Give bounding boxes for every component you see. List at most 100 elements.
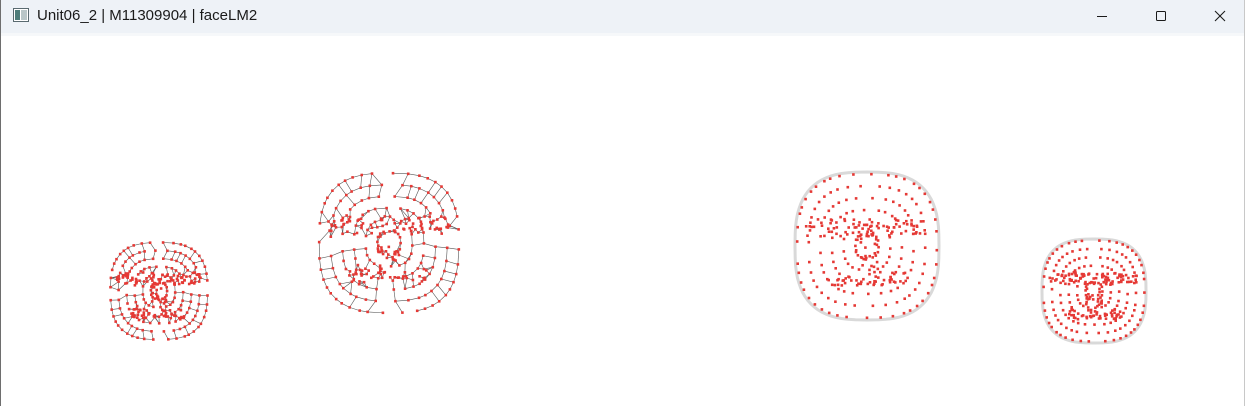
landmark-point [843, 217, 846, 221]
landmark-point [445, 246, 449, 250]
landmark-point [439, 227, 443, 230]
landmark-point [109, 298, 112, 302]
mesh-edge [394, 185, 403, 197]
landmark-point [190, 281, 193, 284]
landmark-point [845, 315, 848, 319]
landmark-point [356, 263, 360, 267]
landmark-point [1110, 268, 1113, 271]
landmark-point [857, 230, 861, 234]
landmark-point [153, 315, 157, 319]
landmark-point [342, 223, 345, 226]
landmark-point [333, 224, 337, 227]
landmark-point [842, 279, 845, 282]
landmark-point [1110, 313, 1114, 316]
landmark-point [424, 293, 427, 297]
landmark-point [1142, 277, 1146, 281]
landmark-point [368, 184, 372, 188]
landmark-point [879, 291, 883, 295]
landmark-point [348, 215, 352, 219]
landmark-point [828, 177, 832, 180]
landmark-point [1141, 311, 1144, 314]
close-button[interactable] [1191, 0, 1245, 32]
landmark-point [396, 250, 400, 254]
landmark-point [1097, 281, 1100, 285]
mesh-edge [126, 295, 128, 304]
landmark-point [1134, 291, 1138, 295]
landmark-point [125, 281, 129, 285]
landmark-point [1059, 301, 1063, 305]
minimize-button[interactable] [1073, 0, 1131, 32]
landmark-point [179, 243, 183, 246]
mesh-edge [369, 173, 373, 186]
mesh-edge [355, 258, 357, 270]
landmark-point [199, 322, 203, 326]
landmark-point [109, 276, 113, 280]
landmark-point [1051, 300, 1054, 304]
landmark-point [378, 250, 382, 254]
mesh-edge [366, 287, 377, 290]
landmark-point [174, 314, 178, 318]
landmark-point [842, 290, 846, 293]
landmark-point [1124, 323, 1127, 327]
landmark-point [888, 186, 892, 190]
landmark-point [827, 311, 831, 315]
landmark-point [344, 267, 348, 271]
landmark-point [1082, 304, 1085, 308]
landmark-point [851, 209, 855, 213]
landmark-point [1085, 331, 1089, 335]
landmark-point [1105, 280, 1108, 283]
mesh-edge [320, 267, 333, 270]
mesh-edge [133, 243, 142, 246]
landmark-point [905, 223, 909, 226]
landmark-point [820, 224, 824, 227]
landmark-point [1071, 338, 1074, 342]
landmark-point [354, 257, 357, 260]
landmark-point [856, 254, 860, 257]
landmark-point [1111, 258, 1115, 262]
landmark-point [820, 221, 823, 225]
landmark-point [820, 308, 824, 311]
landmark-point [1088, 281, 1092, 285]
mesh-edge [126, 294, 135, 296]
landmark-point [198, 275, 201, 279]
landmark-point [428, 272, 431, 276]
landmark-point [884, 303, 887, 307]
landmark-point [179, 308, 183, 312]
landmark-point [1063, 276, 1066, 280]
landmark-point [1075, 274, 1078, 277]
landmark-point [171, 300, 175, 304]
landmark-point [1107, 278, 1111, 282]
landmark-point [183, 265, 187, 269]
landmark-point [867, 227, 870, 231]
render-viewport[interactable] [1, 33, 1244, 406]
landmark-point [135, 304, 139, 308]
landmark-point [923, 262, 926, 266]
landmark-point [109, 285, 112, 289]
maximize-button[interactable] [1132, 0, 1190, 32]
landmark-point [1078, 248, 1082, 251]
mesh-edge [342, 251, 344, 261]
mesh-edge [400, 208, 409, 219]
landmark-point [1052, 269, 1056, 273]
landmark-point [322, 278, 325, 281]
mesh-edge [424, 207, 427, 217]
landmark-point [142, 337, 146, 341]
landmark-point [870, 172, 873, 176]
landmark-point [904, 229, 908, 233]
landmark-point [403, 287, 407, 290]
landmark-point [852, 173, 855, 176]
app-window-icon [13, 8, 29, 22]
landmark-point [346, 230, 349, 233]
landmark-point [862, 223, 866, 227]
title-bar[interactable]: Unit06_2 | M11309904 | faceLM2 [1, 0, 1244, 33]
landmark-point [1094, 276, 1098, 280]
landmark-point [1078, 302, 1082, 305]
landmark-point [436, 218, 439, 221]
landmark-point [325, 286, 329, 289]
landmark-point [1107, 301, 1110, 304]
landmark-point [1077, 279, 1080, 283]
landmark-point [798, 212, 802, 215]
landmark-point [1109, 283, 1112, 286]
mesh-edge [343, 260, 347, 270]
landmark-point [188, 322, 191, 325]
